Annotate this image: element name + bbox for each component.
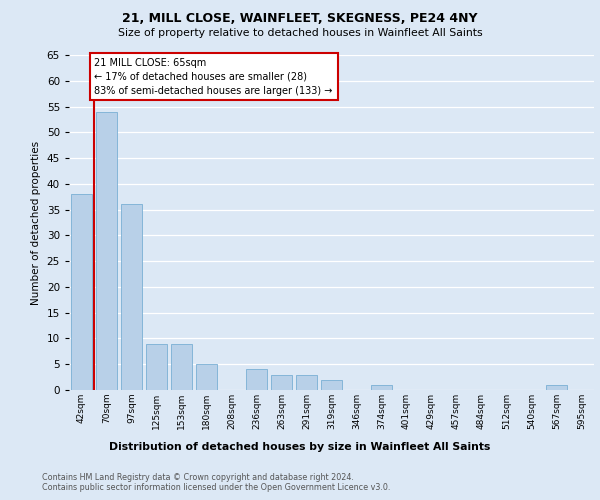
Bar	[196, 364, 217, 390]
Bar	[146, 344, 167, 390]
Bar	[121, 204, 142, 390]
Text: 21, MILL CLOSE, WAINFLEET, SKEGNESS, PE24 4NY: 21, MILL CLOSE, WAINFLEET, SKEGNESS, PE2…	[122, 12, 478, 26]
Bar	[246, 370, 267, 390]
Text: Size of property relative to detached houses in Wainfleet All Saints: Size of property relative to detached ho…	[118, 28, 482, 38]
Y-axis label: Number of detached properties: Number of detached properties	[31, 140, 41, 304]
Bar	[546, 385, 567, 390]
Text: Contains HM Land Registry data © Crown copyright and database right 2024.: Contains HM Land Registry data © Crown c…	[42, 472, 354, 482]
Bar	[171, 344, 192, 390]
Text: Distribution of detached houses by size in Wainfleet All Saints: Distribution of detached houses by size …	[109, 442, 491, 452]
Bar	[296, 374, 317, 390]
Bar	[321, 380, 342, 390]
Bar	[371, 385, 392, 390]
Bar	[271, 374, 292, 390]
Bar	[71, 194, 92, 390]
Text: 21 MILL CLOSE: 65sqm
← 17% of detached houses are smaller (28)
83% of semi-detac: 21 MILL CLOSE: 65sqm ← 17% of detached h…	[95, 58, 333, 96]
Text: Contains public sector information licensed under the Open Government Licence v3: Contains public sector information licen…	[42, 484, 391, 492]
Bar	[96, 112, 117, 390]
